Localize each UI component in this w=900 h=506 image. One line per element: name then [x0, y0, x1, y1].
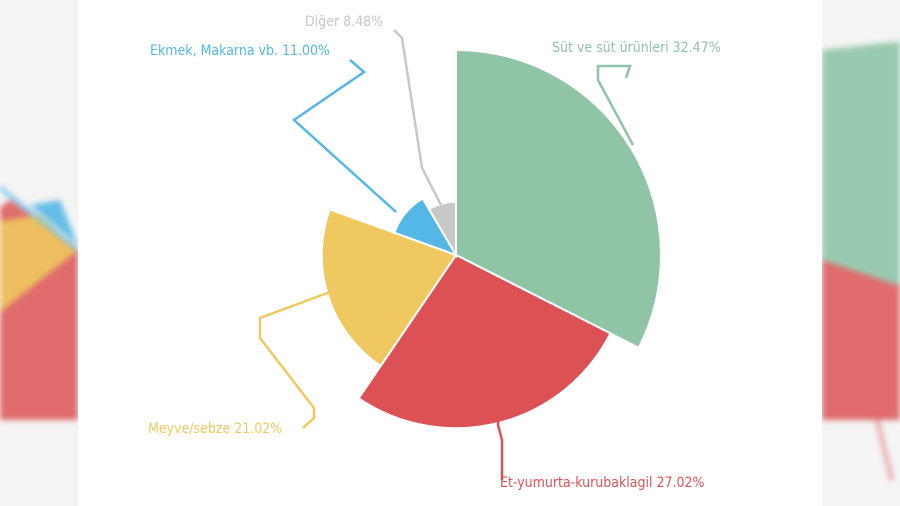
blurred-background-right [822, 0, 900, 506]
chart-area: Süt ve süt ürünleri 32.47% Et-yumurta-kur… [78, 0, 822, 506]
slice-label: Süt ve süt ürünleri 32.47% [552, 40, 721, 56]
blurred-background-left [0, 0, 78, 506]
label-connector [258, 290, 331, 429]
pie-slice [455, 48, 662, 350]
slice-label: Diğer 8.48% [305, 14, 383, 30]
slice-label: Et-yumurta-kurubaklagil 27.02% [500, 475, 705, 491]
blurred-chart-copy-left [0, 186, 78, 420]
slice-label: Ekmek, Makarna vb. 11.00% [150, 43, 330, 59]
label-connector [496, 399, 504, 480]
pie-chart: Süt ve süt ürünleri 32.47% Et-yumurta-kur… [148, 14, 721, 491]
pie-slice [427, 200, 457, 259]
pie-slice [393, 197, 459, 257]
label-connector [291, 59, 397, 213]
label-connector [596, 64, 635, 146]
label-connector [393, 29, 443, 206]
slice-label: Meyve/sebze 21.02% [148, 421, 282, 437]
pie-slice [320, 208, 458, 368]
blurred-chart-copy-right [822, 41, 900, 481]
